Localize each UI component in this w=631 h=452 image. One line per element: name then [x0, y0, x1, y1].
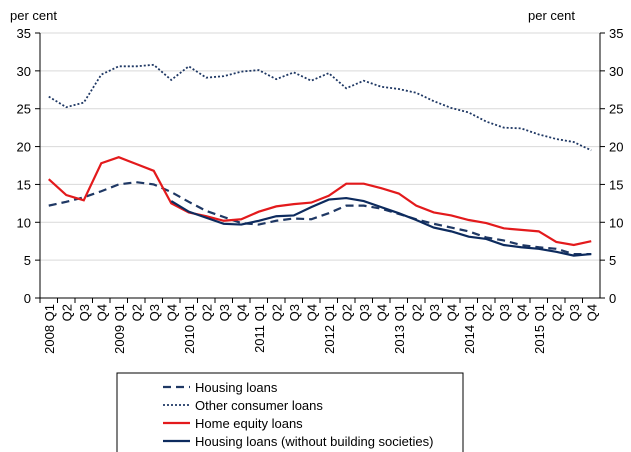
y-tick-label: 25 [17, 102, 31, 117]
line-series [48, 155, 592, 247]
x-tick-label: 2012 Q1 [322, 304, 337, 354]
y2-tick-label: 35 [609, 26, 623, 41]
x-tick-label: Q3 [567, 304, 582, 321]
y2-tick-label: 0 [609, 291, 616, 306]
y2-tick-label: 25 [609, 102, 623, 117]
y-tick-label: 30 [17, 64, 31, 79]
x-tick-label: Q2 [479, 304, 494, 321]
legend-box [116, 372, 464, 452]
legend-label: Housing loans (without building societie… [195, 434, 433, 449]
x-tick-label: Q4 [234, 304, 249, 321]
x-tick-label: Q4 [164, 304, 179, 321]
x-tick-label: Q3 [287, 304, 302, 321]
x-tick-label: 2010 Q1 [182, 304, 197, 354]
y2-tick-label: 20 [609, 140, 623, 155]
x-tick-label: Q4 [94, 304, 109, 321]
x-tick-label: Q3 [77, 304, 92, 321]
x-tick-label: Q3 [497, 304, 512, 321]
y-tick-label: 15 [17, 177, 31, 192]
x-tick-label: Q2 [549, 304, 564, 321]
x-tick-label: Q2 [199, 304, 214, 321]
y2-tick-label: 5 [609, 253, 616, 268]
x-tick-label: Q2 [339, 304, 354, 321]
y-axis-label: per cent [10, 8, 57, 23]
x-tick-label: Q3 [357, 304, 372, 321]
y-tick-label: 0 [24, 291, 31, 306]
x-tick-label: 2015 Q1 [532, 304, 547, 354]
x-tick-label: Q4 [444, 304, 459, 321]
y-tick-label: 5 [24, 253, 31, 268]
x-tick-label: Q2 [129, 304, 144, 321]
y2-axis-label: per cent [528, 8, 575, 23]
y-tick-label: 35 [17, 26, 31, 41]
x-tick-label: Q3 [427, 304, 442, 321]
x-tick-label: Q4 [514, 304, 529, 321]
y2-tick-label: 10 [609, 215, 623, 230]
x-tick-label: Q4 [374, 304, 389, 321]
line-series [48, 63, 592, 152]
x-tick-label: Q4 [304, 304, 319, 321]
legend-label: Other consumer loans [195, 398, 323, 413]
x-tick-label: Q4 [584, 304, 599, 321]
line-series [48, 181, 592, 256]
x-tick-label: Q3 [147, 304, 162, 321]
x-tick-label: 2011 Q1 [252, 304, 267, 353]
x-tick-label: Q2 [269, 304, 284, 321]
y2-tick-label: 30 [609, 64, 623, 79]
x-tick-label: Q2 [59, 304, 74, 321]
x-tick-label: Q2 [409, 304, 424, 321]
y-tick-label: 20 [17, 140, 31, 155]
x-tick-label: Q3 [217, 304, 232, 321]
legend-label: Home equity loans [195, 416, 303, 431]
legend-label: Housing loans [195, 380, 278, 395]
y2-tick-label: 15 [609, 177, 623, 192]
y-tick-label: 10 [17, 215, 31, 230]
x-tick-label: 2014 Q1 [462, 304, 477, 354]
x-tick-label: 2013 Q1 [392, 304, 407, 354]
x-tick-label: 2008 Q1 [42, 304, 57, 354]
line-series [170, 196, 592, 257]
x-tick-label: 2009 Q1 [112, 304, 127, 354]
